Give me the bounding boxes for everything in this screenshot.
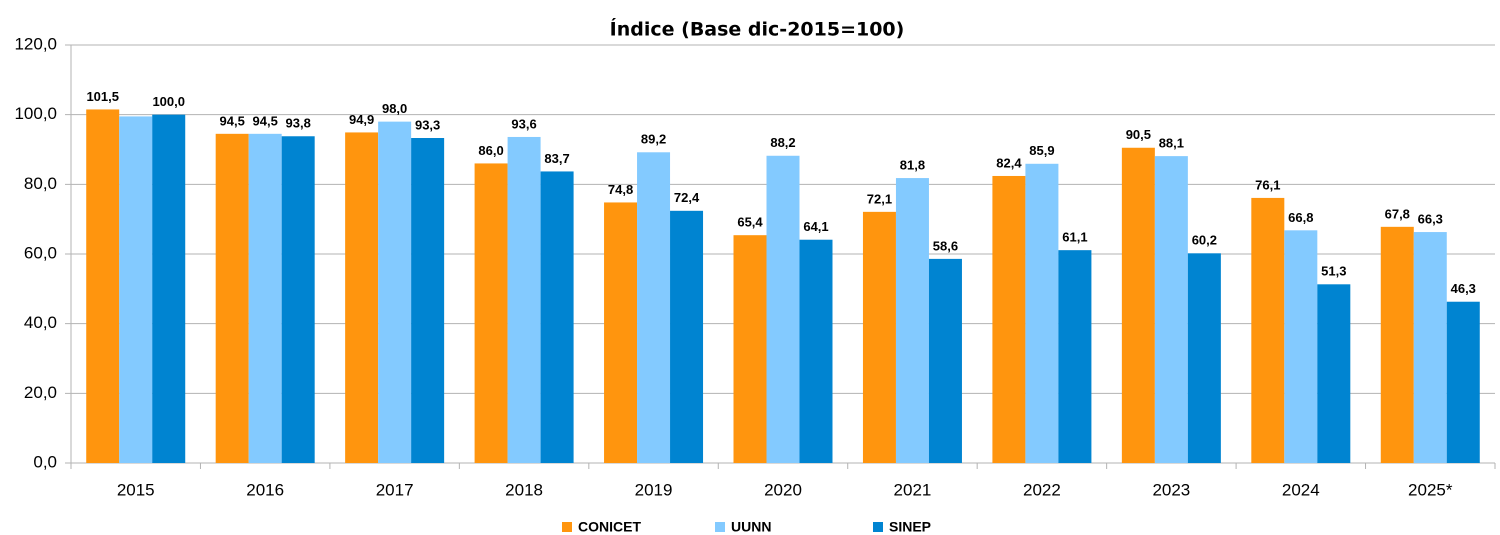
value-label: 93,8 [286,116,311,131]
bar [670,210,704,463]
legend-label: SINEP [889,519,931,535]
x-tick-label: 2015 [117,480,155,499]
value-label: 101,5 [86,89,119,104]
value-label: 100,0 [152,94,185,109]
value-label: 94,5 [253,113,278,128]
bar [637,152,671,463]
bar [152,114,186,464]
chart-title: Índice (Base dic-2015=100) [610,18,905,41]
value-label: 93,3 [415,117,440,132]
value-label: 72,4 [674,190,700,205]
bar [1154,156,1188,463]
bar [281,136,315,463]
value-label: 65,4 [737,215,763,230]
value-label: 98,0 [382,101,407,116]
value-label: 86,0 [478,143,503,158]
y-tick-label: 60,0 [24,243,57,262]
legend-label: CONICET [578,519,641,535]
bar [862,211,896,463]
bar [604,202,638,464]
bar [474,163,508,463]
value-label: 61,1 [1062,230,1087,245]
x-tick-label: 2020 [764,480,802,499]
bar [1187,253,1221,463]
bar [766,155,800,463]
value-label: 82,4 [996,155,1022,170]
y-tick-label: 0,0 [33,452,57,471]
value-label: 51,3 [1321,264,1346,279]
bar [1413,232,1447,463]
bar [378,121,412,463]
legend-label: UUNN [731,519,771,535]
value-label: 76,1 [1255,177,1280,192]
bar [1380,226,1414,463]
bar [345,132,379,463]
x-tick-label: 2023 [1152,480,1190,499]
y-tick-label: 40,0 [24,313,57,332]
value-label: 88,1 [1159,136,1184,151]
legend-swatch [873,522,883,532]
value-label: 64,1 [803,219,828,234]
bar [215,133,249,463]
value-label: 60,2 [1192,233,1217,248]
x-tick-label: 2021 [894,480,932,499]
bar [1317,284,1351,463]
bar [1446,301,1480,463]
x-tick-label: 2024 [1282,480,1320,499]
bar [119,116,153,464]
bar [928,258,962,463]
x-tick-label: 2018 [505,480,543,499]
bar [1251,197,1285,463]
bar [895,178,929,463]
bar [1058,250,1092,463]
legend-swatch [715,522,725,532]
value-label: 94,9 [349,112,374,127]
value-label: 46,3 [1451,281,1476,296]
x-tick-label: 2025* [1408,480,1453,499]
y-tick-label: 120,0 [14,34,57,53]
x-tick-label: 2016 [246,480,284,499]
x-tick-label: 2019 [635,480,673,499]
bar [1284,230,1318,463]
value-label: 89,2 [641,132,666,147]
x-tick-label: 2017 [376,480,414,499]
bar [248,133,282,463]
value-label: 66,3 [1418,211,1443,226]
bar [86,109,120,464]
value-label: 81,8 [900,158,925,173]
value-label: 83,7 [544,151,569,166]
y-tick-label: 80,0 [24,174,57,193]
y-tick-label: 100,0 [14,104,57,123]
y-tick-label: 20,0 [24,383,57,402]
bar [540,171,574,463]
value-label: 74,8 [608,182,633,197]
value-label: 90,5 [1126,127,1151,142]
bar [799,239,833,463]
x-tick-label: 2022 [1023,480,1061,499]
value-label: 85,9 [1029,143,1054,158]
value-label: 88,2 [770,135,795,150]
value-label: 67,8 [1385,206,1410,221]
bar [1121,147,1155,463]
value-label: 94,5 [220,113,245,128]
legend-swatch [562,522,572,532]
bar [1025,163,1059,463]
value-label: 66,8 [1288,210,1313,225]
value-label: 72,1 [867,191,892,206]
bar [733,235,767,463]
value-label: 93,6 [511,116,536,131]
bar [507,136,541,463]
value-label: 58,6 [933,238,958,253]
bar [992,175,1026,463]
bar [411,138,445,463]
